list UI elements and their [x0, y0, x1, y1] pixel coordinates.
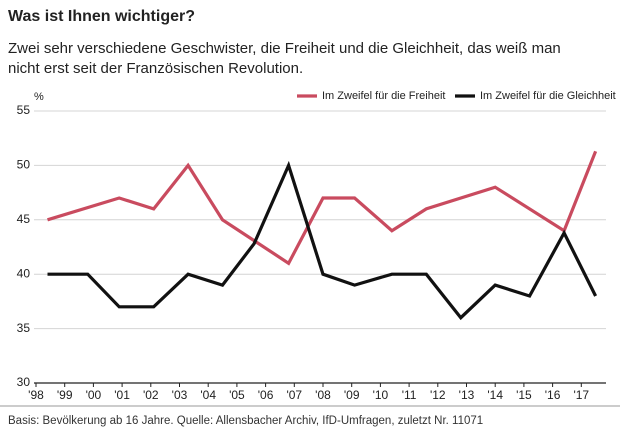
legend-label: Im Zweifel für die Freiheit — [322, 90, 445, 102]
x-tick-label: '03 — [172, 388, 188, 402]
x-tick-label: '14 — [487, 388, 503, 402]
x-tick-label: '15 — [516, 388, 532, 402]
x-tick-label: '02 — [143, 388, 159, 402]
x-tick-label: '10 — [373, 388, 389, 402]
x-tick-label: '17 — [573, 388, 589, 402]
x-tick-label: '12 — [430, 388, 446, 402]
y-tick-label: 40 — [17, 266, 31, 280]
x-tick-label: '09 — [344, 388, 360, 402]
x-tick-label: '00 — [86, 388, 102, 402]
legend-label: Im Zweifel für die Gleichheit — [480, 90, 616, 102]
y-tick-label: 50 — [17, 158, 31, 172]
note: Basis: Bevölkerung ab 16 Jahre. Quelle: … — [8, 415, 483, 427]
x-tick-label: '13 — [459, 388, 475, 402]
chart-title: Was ist Ihnen wichtiger? — [8, 8, 195, 25]
x-tick-label: '16 — [545, 388, 561, 402]
x-tick-label: '05 — [229, 388, 245, 402]
subtitle: nicht erst seit der Französischen Revolu… — [8, 60, 303, 77]
x-tick-label: '04 — [200, 388, 216, 402]
y-tick-label: 55 — [17, 103, 31, 117]
x-tick-label: '99 — [57, 388, 73, 402]
y-tick-label: 30 — [17, 375, 31, 389]
y-tick-label: 45 — [17, 212, 31, 226]
x-tick-label: '07 — [286, 388, 302, 402]
series-line — [47, 160, 598, 321]
x-tick-label: '01 — [114, 388, 130, 402]
x-tick-label: '98 — [28, 388, 44, 402]
y-axis-label: % — [34, 91, 44, 103]
series-line — [47, 150, 598, 266]
x-tick-label: '11 — [402, 388, 417, 402]
subtitle: Zwei sehr verschiedene Geschwister, die … — [8, 40, 561, 57]
y-tick-label: 35 — [17, 321, 31, 335]
x-tick-label: '06 — [258, 388, 274, 402]
x-tick-label: '08 — [315, 388, 331, 402]
